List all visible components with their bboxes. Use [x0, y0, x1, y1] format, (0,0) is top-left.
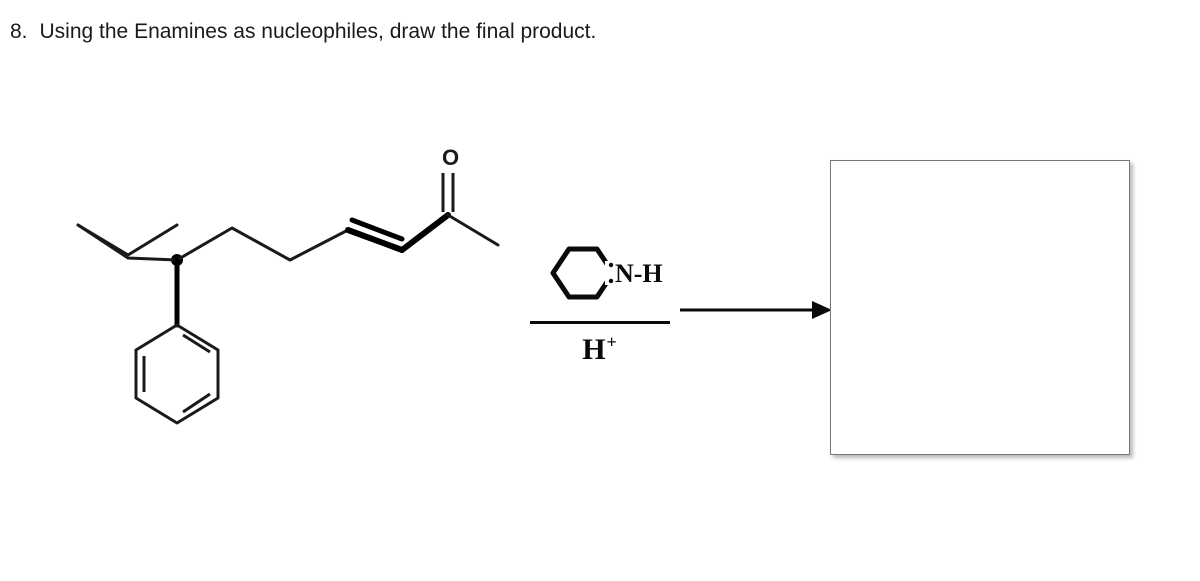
question-text: Using the Enamines as nucleophiles, draw… [40, 20, 597, 44]
reagent-block: N-H H+ [520, 235, 680, 367]
reagent-acid-label: H+ [520, 332, 680, 367]
reaction-arrow-icon [680, 295, 835, 325]
piperidine-icon: N-H [535, 235, 665, 313]
reagent-divider [530, 321, 670, 324]
starting-material-structure: O [60, 140, 540, 480]
svg-text:O: O [442, 145, 459, 170]
question-number: 8. [10, 20, 28, 44]
diagram-area: O [60, 140, 1160, 560]
question-row: 8. Using the Enamines as nucleophiles, d… [10, 20, 596, 44]
svg-text:N-H: N-H [615, 259, 663, 288]
answer-box[interactable] [830, 160, 1130, 455]
